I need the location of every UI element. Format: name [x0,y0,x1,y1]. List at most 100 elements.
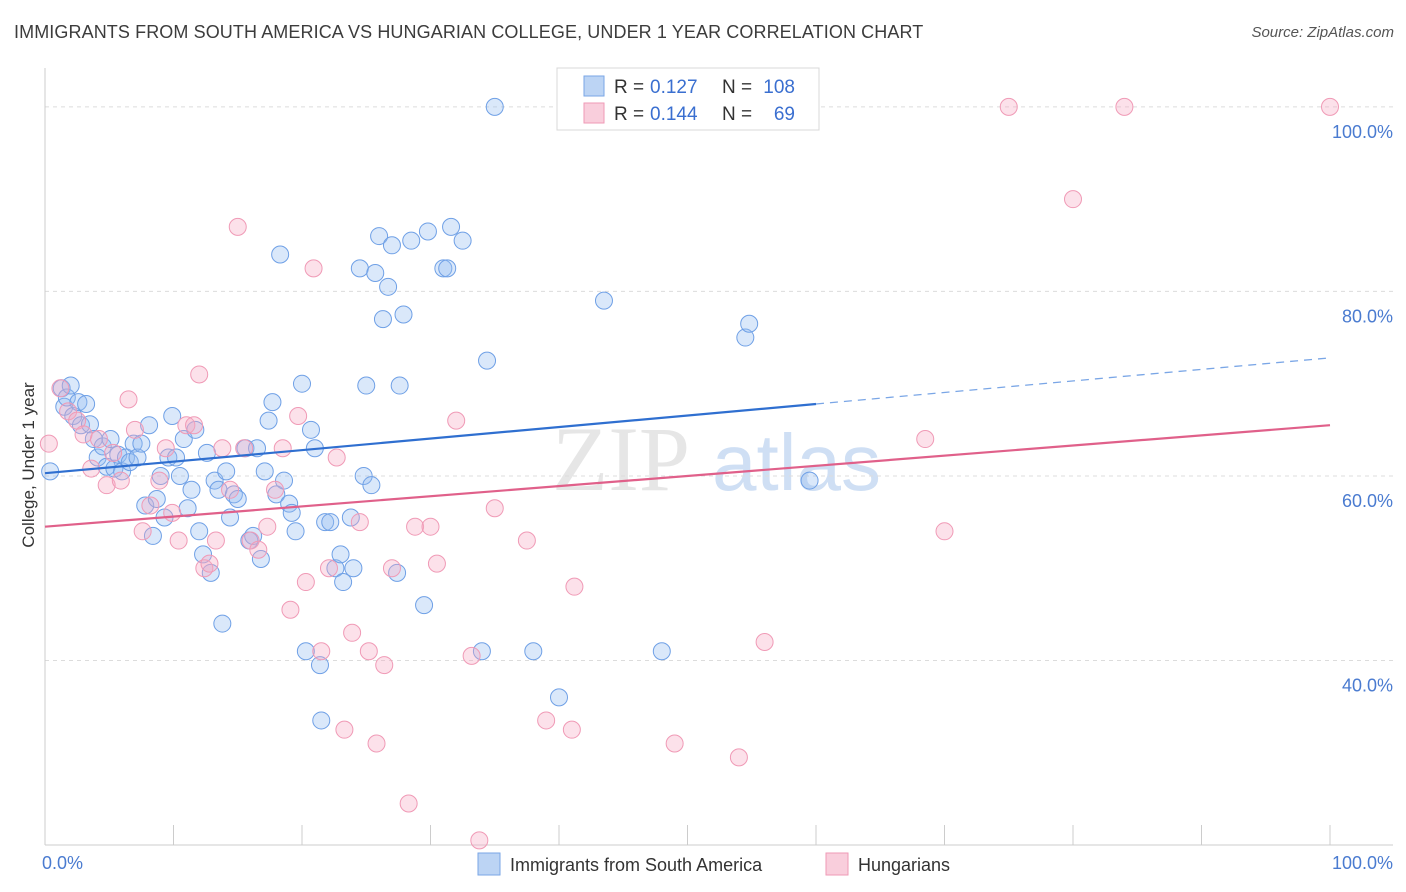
point-south-america-55 [263,393,282,412]
point-hungarians-44 [367,734,386,753]
point-hungarians-42 [350,513,369,532]
point-south-america-26 [147,490,166,509]
y-tick-label-100: 100.0% [1332,122,1393,142]
point-south-america-20 [124,434,143,453]
point-south-america-69 [321,513,340,532]
point-south-america-43 [213,614,232,633]
point-hungarians-33 [281,600,300,619]
point-south-america-81 [373,310,392,329]
point-south-america-89 [418,222,437,241]
x-tick-label-min: 0.0% [42,853,83,873]
point-south-america-93 [453,231,472,250]
point-hungarians-28 [241,531,260,550]
point-hungarians-58 [565,577,584,596]
point-hungarians-45 [375,656,394,675]
point-south-america-51 [248,439,267,458]
point-south-america-97 [524,642,543,661]
point-south-america-8 [77,394,96,413]
point-hungarians-31 [266,480,285,499]
point-south-america-38 [194,545,213,564]
point-south-america-67 [312,711,331,730]
y-tick-label-60: 60.0% [1342,491,1393,511]
point-south-america-70 [326,559,345,578]
trend-line-hungarians [44,424,1331,528]
point-hungarians-24 [213,439,232,458]
point-south-america-58 [275,471,294,490]
point-hungarians-48 [406,517,425,536]
point-south-america-92 [442,217,461,236]
point-hungarians-35 [296,573,315,592]
point-hungarians-56 [537,711,556,730]
point-south-america-86 [394,305,413,324]
point-south-america-95 [478,351,497,370]
point-hungarians-20 [190,365,209,384]
legend-r-label-2: R = [614,104,644,125]
legend-n-label-1: N = [722,77,752,98]
trend-line-south-america-extension [815,357,1331,405]
point-hungarians-16 [163,503,182,522]
point-hungarians-12 [133,522,152,541]
watermark-zip: ZIP [552,408,690,510]
trend-line-south-america [44,402,817,475]
bottom-legend-swatch-pink [825,852,849,876]
point-south-america-23 [136,496,155,515]
legend-swatch-pink [583,102,605,124]
point-south-america-91 [438,259,457,278]
point-hungarians-65 [1064,190,1082,209]
series-legend: Immigrants from South America Hungarians [477,852,950,876]
point-south-america-21 [128,448,147,467]
point-south-america-68 [316,513,335,532]
point-hungarians-57 [562,720,581,739]
source-label: Source: ZipAtlas.com [1251,24,1394,41]
point-south-america-82 [379,277,398,296]
point-hungarians-8 [104,443,123,462]
point-hungarians-59 [665,734,684,753]
point-hungarians-38 [319,559,338,578]
point-hungarians-67 [1321,97,1339,116]
point-south-america-3 [57,388,76,407]
point-south-america-83 [382,236,401,255]
legend-swatch-blue [583,75,605,97]
correlation-legend: R = 0.127 N = 108 R = 0.144 N = 69 [556,67,820,131]
point-south-america-77 [357,376,376,395]
point-hungarians-61 [755,633,774,652]
point-hungarians-2 [59,402,78,421]
point-hungarians-60 [729,748,748,767]
point-hungarians-29 [249,540,268,559]
point-hungarians-66 [1115,97,1134,116]
point-south-america-47 [228,490,247,509]
legend-n-value-1: 108 [763,77,795,98]
point-hungarians-51 [447,411,466,430]
point-south-america-72 [334,573,353,592]
point-hungarians-11 [125,420,144,439]
point-south-america-40 [201,563,220,582]
point-south-america-78 [362,476,381,495]
grid-lines [45,106,1393,661]
point-hungarians-39 [327,448,346,467]
point-south-america-53 [255,462,274,481]
point-south-america-96 [485,97,504,116]
point-hungarians-50 [427,554,446,573]
point-south-america-103 [800,471,819,490]
point-hungarians-25 [221,480,240,499]
series-south-america-points [41,97,819,730]
point-hungarians-13 [141,496,160,515]
point-south-america-24 [140,416,159,435]
axis-ticks: 40.0% 60.0% 80.0% 100.0% [1332,122,1393,696]
point-hungarians-10 [119,390,138,409]
point-hungarians-64 [999,97,1018,116]
point-hungarians-34 [289,406,308,425]
point-south-america-32 [170,466,189,485]
point-hungarians-63 [935,522,954,541]
point-hungarians-27 [235,439,254,458]
point-hungarians-53 [470,831,489,850]
axes [44,68,1393,846]
point-south-america-4 [61,376,80,395]
point-hungarians-6 [89,430,108,449]
point-hungarians-15 [156,439,175,458]
point-south-america-6 [69,393,88,412]
point-hungarians-40 [335,720,354,739]
point-south-america-54 [259,411,278,430]
point-south-america-25 [143,526,162,545]
